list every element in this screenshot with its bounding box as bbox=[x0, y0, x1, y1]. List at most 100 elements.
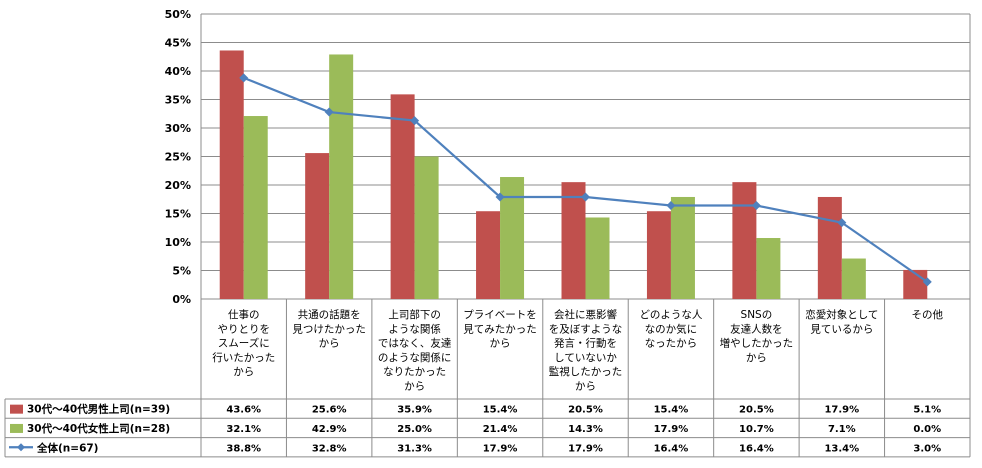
line-point bbox=[751, 201, 761, 211]
bar bbox=[561, 182, 586, 299]
bar bbox=[500, 177, 525, 299]
category-label: 見ているから bbox=[810, 323, 873, 335]
category-label: 上司部下の bbox=[388, 308, 441, 321]
legend-key bbox=[10, 423, 23, 433]
data-table-value: 15.4% bbox=[483, 405, 518, 416]
category-label: から bbox=[233, 366, 254, 378]
category-label: どのような人 bbox=[639, 309, 702, 321]
line-point bbox=[666, 201, 676, 211]
bar bbox=[585, 217, 610, 299]
bar bbox=[670, 196, 695, 299]
category-label: ような関係 bbox=[388, 323, 441, 335]
line-point bbox=[324, 107, 334, 117]
data-table-value: 13.4% bbox=[824, 443, 859, 454]
data-table-value: 5.1% bbox=[913, 405, 941, 416]
legend-label: 30代～40代女性上司(n=28) bbox=[27, 422, 170, 435]
bar bbox=[329, 54, 354, 299]
y-tick-label: 50% bbox=[165, 8, 191, 21]
category-label: 監視したかった bbox=[549, 365, 623, 378]
line-point bbox=[581, 192, 590, 202]
data-table-value: 10.7% bbox=[739, 424, 774, 435]
data-table-value: 21.4% bbox=[483, 424, 518, 435]
bar bbox=[756, 238, 781, 299]
category-label: から bbox=[319, 338, 340, 350]
data-table-value: 20.5% bbox=[568, 405, 603, 416]
data-table-value: 31.3% bbox=[397, 443, 432, 454]
data-table-value: 15.4% bbox=[654, 405, 689, 416]
data-table-value: 14.3% bbox=[568, 424, 603, 435]
y-tick-label: 10% bbox=[165, 236, 191, 249]
category-label: 発言・行動を bbox=[554, 337, 617, 350]
data-table-value: 20.5% bbox=[739, 405, 774, 416]
data-table-value: 7.1% bbox=[828, 424, 856, 435]
line-point bbox=[922, 277, 932, 287]
category-label: 見てみたかった bbox=[463, 323, 537, 335]
line-point bbox=[239, 73, 249, 83]
bar bbox=[732, 182, 757, 299]
data-table-value: 25.0% bbox=[397, 424, 432, 435]
category-label: 仕事の bbox=[228, 308, 260, 321]
data-table-value: 17.9% bbox=[824, 405, 859, 416]
line-point bbox=[837, 218, 847, 228]
category-label: なのか気に bbox=[645, 322, 698, 335]
legend-key-marker bbox=[17, 443, 25, 452]
data-table-value: 16.4% bbox=[739, 443, 774, 454]
data-table-value: 16.4% bbox=[654, 443, 689, 454]
legend-key bbox=[10, 404, 23, 414]
category-label: ではなく、友達 bbox=[378, 337, 452, 350]
bar bbox=[219, 50, 244, 300]
category-label: なりたかった bbox=[383, 366, 446, 378]
bar bbox=[390, 94, 415, 300]
category-label: のような関係に bbox=[378, 352, 452, 364]
category-label: その他 bbox=[912, 308, 944, 321]
line-point bbox=[495, 192, 505, 202]
y-tick-label: 0% bbox=[172, 293, 191, 306]
category-label: から bbox=[575, 381, 596, 393]
bar bbox=[476, 211, 501, 299]
data-table-value: 3.0% bbox=[913, 443, 941, 454]
data-table-value: 17.9% bbox=[483, 443, 518, 454]
bar bbox=[646, 211, 671, 299]
data-table-value: 32.8% bbox=[312, 443, 347, 454]
category-label: 共通の話題を bbox=[298, 308, 361, 321]
category-label: から bbox=[404, 381, 425, 393]
category-label: スムーズに bbox=[218, 337, 270, 350]
bar bbox=[305, 153, 330, 299]
data-table-value: 32.1% bbox=[226, 424, 261, 435]
data-table-value: 35.9% bbox=[397, 405, 432, 416]
data-table-value: 42.9% bbox=[312, 424, 347, 435]
y-tick-label: 25% bbox=[165, 151, 191, 164]
legend-label: 全体(n=67) bbox=[36, 441, 98, 454]
category-label: 会社に悪影響 bbox=[554, 308, 617, 321]
category-label: 増やしたかった bbox=[720, 337, 794, 350]
y-tick-label: 45% bbox=[165, 37, 191, 50]
data-table-value: 0.0% bbox=[913, 424, 941, 435]
category-label: プライベートを bbox=[463, 309, 537, 321]
y-tick-label: 30% bbox=[165, 122, 191, 135]
category-label: 友達人数を bbox=[730, 322, 783, 335]
category-label: から bbox=[490, 338, 511, 350]
data-table-value: 17.9% bbox=[568, 443, 603, 454]
legend-label: 30代～40代男性上司(n=39) bbox=[27, 403, 170, 416]
category-label: 行いたかった bbox=[212, 351, 275, 364]
category-label: 恋愛対象として bbox=[805, 308, 878, 321]
category-label: から bbox=[746, 352, 767, 364]
data-table-value: 25.6% bbox=[312, 405, 347, 416]
category-label: を及ぼすような bbox=[549, 323, 623, 335]
y-tick-label: 5% bbox=[172, 265, 191, 278]
category-label: なったから bbox=[645, 338, 698, 350]
data-table-value: 38.8% bbox=[226, 443, 261, 454]
bar bbox=[243, 116, 268, 299]
category-label: やりとりを bbox=[217, 323, 270, 335]
category-label: 見つけたかった bbox=[292, 323, 366, 335]
data-table-value: 43.6% bbox=[226, 405, 261, 416]
y-tick-label: 15% bbox=[165, 208, 191, 221]
bar bbox=[841, 258, 866, 299]
line-point bbox=[410, 116, 420, 126]
y-tick-label: 20% bbox=[165, 179, 191, 192]
category-label: SNSの bbox=[741, 309, 773, 321]
bar bbox=[414, 156, 439, 299]
y-tick-label: 35% bbox=[165, 94, 191, 107]
data-table-value: 17.9% bbox=[654, 424, 689, 435]
